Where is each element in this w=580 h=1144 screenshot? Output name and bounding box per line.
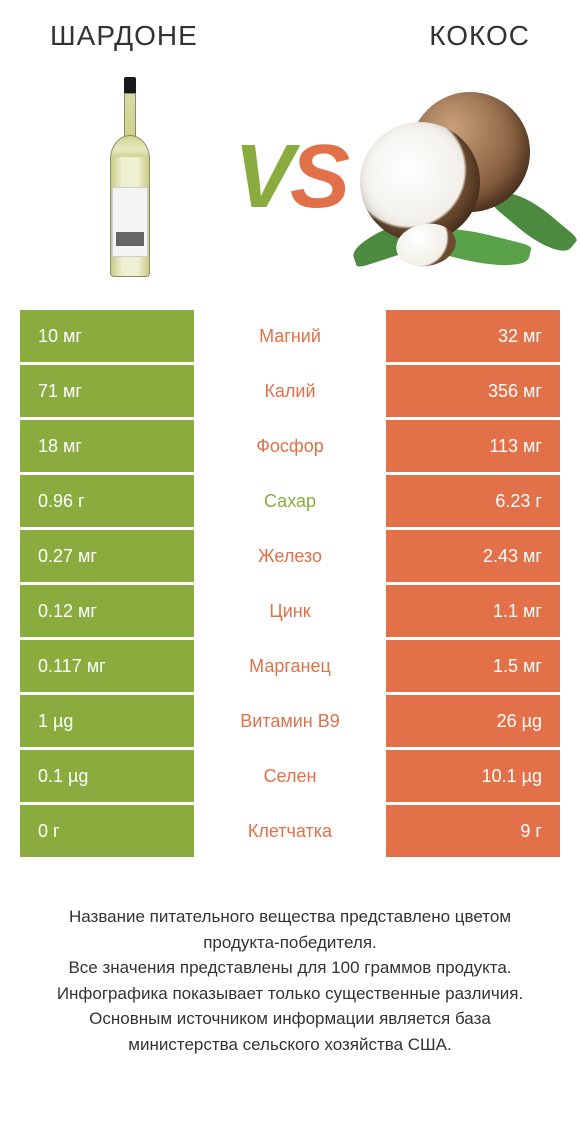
right-value: 113 мг	[386, 420, 560, 472]
right-value: 2.43 мг	[386, 530, 560, 582]
left-value: 10 мг	[20, 310, 194, 362]
left-value: 1 µg	[20, 695, 194, 747]
table-row: 71 мгКалий356 мг	[20, 365, 560, 420]
left-value: 0.12 мг	[20, 585, 194, 637]
footer-line: Основным источником информации является …	[46, 1006, 534, 1057]
left-value: 0 г	[20, 805, 194, 857]
infographic-root: ШАРДОНЕ КОКОС VS 10 мгМагний32 мг71 мгКа…	[0, 0, 580, 1057]
right-value: 1.5 мг	[386, 640, 560, 692]
footer-line: Инфографика показывает только существенн…	[46, 981, 534, 1007]
right-product-title: КОКОС	[429, 20, 530, 52]
left-product-title: ШАРДОНЕ	[50, 20, 198, 52]
nutrient-label: Клетчатка	[194, 805, 386, 857]
right-value: 26 µg	[386, 695, 560, 747]
table-row: 0.117 мгМарганец1.5 мг	[20, 640, 560, 695]
left-value: 0.1 µg	[20, 750, 194, 802]
right-value: 1.1 мг	[386, 585, 560, 637]
left-value: 0.96 г	[20, 475, 194, 527]
nutrient-label: Фосфор	[194, 420, 386, 472]
table-row: 10 мгМагний32 мг	[20, 310, 560, 365]
nutrient-label: Сахар	[194, 475, 386, 527]
wine-bottle-icon	[108, 77, 152, 277]
right-value: 32 мг	[386, 310, 560, 362]
table-row: 0.27 мгЖелезо2.43 мг	[20, 530, 560, 585]
table-row: 18 мгФосфор113 мг	[20, 420, 560, 475]
table-row: 1 µgВитамин B926 µg	[20, 695, 560, 750]
right-value: 356 мг	[386, 365, 560, 417]
footer-line: Все значения представлены для 100 граммо…	[46, 955, 534, 981]
table-row: 0.1 µgСелен10.1 µg	[20, 750, 560, 805]
left-value: 0.117 мг	[20, 640, 194, 692]
nutrient-label: Селен	[194, 750, 386, 802]
nutrient-label: Марганец	[194, 640, 386, 692]
left-value: 0.27 мг	[20, 530, 194, 582]
nutrient-label: Калий	[194, 365, 386, 417]
vs-s: S	[290, 132, 346, 222]
table-row: 0.12 мгЦинк1.1 мг	[20, 585, 560, 640]
nutrient-label: Витамин B9	[194, 695, 386, 747]
vs-label: VS	[234, 132, 346, 222]
coconut-icon	[360, 82, 540, 272]
images-row: VS	[20, 62, 560, 292]
right-value: 6.23 г	[386, 475, 560, 527]
nutrient-label: Магний	[194, 310, 386, 362]
coconut-image	[360, 67, 540, 287]
comparison-table: 10 мгМагний32 мг71 мгКалий356 мг18 мгФос…	[20, 310, 560, 860]
header: ШАРДОНЕ КОКОС	[20, 20, 560, 52]
vs-v: V	[234, 132, 290, 222]
left-value: 71 мг	[20, 365, 194, 417]
chardonnay-image	[40, 67, 220, 287]
right-value: 9 г	[386, 805, 560, 857]
table-row: 0.96 гСахар6.23 г	[20, 475, 560, 530]
nutrient-label: Железо	[194, 530, 386, 582]
right-value: 10.1 µg	[386, 750, 560, 802]
footer-notes: Название питательного вещества представл…	[20, 904, 560, 1057]
table-row: 0 гКлетчатка9 г	[20, 805, 560, 860]
left-value: 18 мг	[20, 420, 194, 472]
footer-line: Название питательного вещества представл…	[46, 904, 534, 955]
nutrient-label: Цинк	[194, 585, 386, 637]
